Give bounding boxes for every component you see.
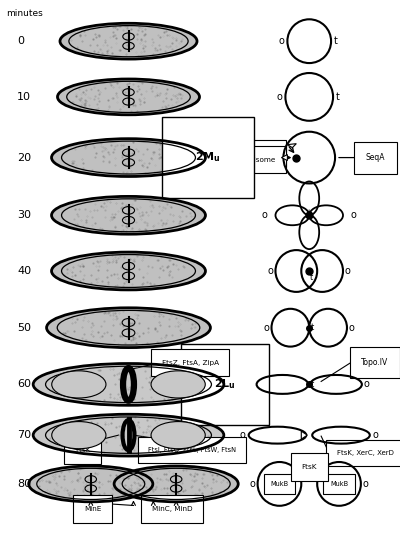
Text: o: o xyxy=(264,323,270,333)
Text: MinE: MinE xyxy=(84,506,102,512)
Text: FtsK: FtsK xyxy=(75,447,90,453)
Text: o: o xyxy=(250,479,256,489)
Text: 30: 30 xyxy=(17,210,31,220)
Text: FtsK: FtsK xyxy=(302,464,317,470)
Ellipse shape xyxy=(151,371,205,398)
Ellipse shape xyxy=(58,79,200,115)
Ellipse shape xyxy=(151,422,205,449)
Polygon shape xyxy=(287,144,296,147)
Text: 10: 10 xyxy=(17,92,31,102)
Text: 50: 50 xyxy=(17,323,31,333)
Ellipse shape xyxy=(52,197,206,234)
Text: t: t xyxy=(310,273,314,282)
Text: Replisome: Replisome xyxy=(238,157,276,163)
Text: o: o xyxy=(278,36,284,46)
Text: minutes: minutes xyxy=(6,9,43,18)
Text: t: t xyxy=(308,209,311,218)
Polygon shape xyxy=(301,431,307,439)
Ellipse shape xyxy=(29,466,153,502)
Ellipse shape xyxy=(52,371,106,398)
Text: t: t xyxy=(336,92,340,102)
Ellipse shape xyxy=(114,466,238,502)
Polygon shape xyxy=(282,154,287,160)
Text: $\mathbf{2M_u}$: $\mathbf{2M_u}$ xyxy=(195,151,221,165)
Text: DnaA-ATP: DnaA-ATP xyxy=(240,151,276,157)
Text: o: o xyxy=(262,210,268,220)
Text: MinC, MinD: MinC, MinD xyxy=(152,506,192,512)
Text: FtsK, XerC, XerD: FtsK, XerC, XerD xyxy=(337,450,394,456)
Text: t: t xyxy=(311,323,314,332)
Text: o: o xyxy=(249,380,255,389)
Ellipse shape xyxy=(52,422,106,449)
Ellipse shape xyxy=(52,139,206,177)
Text: o: o xyxy=(351,210,357,220)
Text: t: t xyxy=(311,380,314,389)
Text: 60: 60 xyxy=(17,380,31,389)
Ellipse shape xyxy=(60,23,197,59)
Text: 80: 80 xyxy=(17,479,32,489)
Text: 70: 70 xyxy=(17,430,32,440)
Ellipse shape xyxy=(46,308,210,348)
Text: t: t xyxy=(334,36,338,46)
Text: o: o xyxy=(345,266,351,276)
Text: o: o xyxy=(276,92,282,102)
Ellipse shape xyxy=(52,252,206,290)
Ellipse shape xyxy=(33,363,224,406)
Text: o: o xyxy=(349,323,355,333)
Text: FtsI, FtsQ, FtsL, FtsW, FtsN: FtsI, FtsQ, FtsL, FtsW, FtsN xyxy=(148,447,236,453)
Text: o: o xyxy=(268,266,274,276)
Text: 0: 0 xyxy=(17,36,24,46)
Text: o: o xyxy=(373,430,379,440)
Text: 40: 40 xyxy=(17,266,32,276)
Text: MukB: MukB xyxy=(330,481,348,487)
Text: MukB: MukB xyxy=(270,481,288,487)
Text: o: o xyxy=(364,380,370,389)
Text: $\mathbf{2L_u}$: $\mathbf{2L_u}$ xyxy=(214,377,236,392)
Text: o: o xyxy=(240,430,246,440)
Text: FtsZ, FtsA, ZipA: FtsZ, FtsA, ZipA xyxy=(162,360,219,366)
Ellipse shape xyxy=(33,414,224,456)
Text: SeqA: SeqA xyxy=(366,153,385,162)
Text: Topo.IV: Topo.IV xyxy=(362,358,389,367)
Text: 20: 20 xyxy=(17,153,32,163)
Text: o: o xyxy=(363,479,369,489)
